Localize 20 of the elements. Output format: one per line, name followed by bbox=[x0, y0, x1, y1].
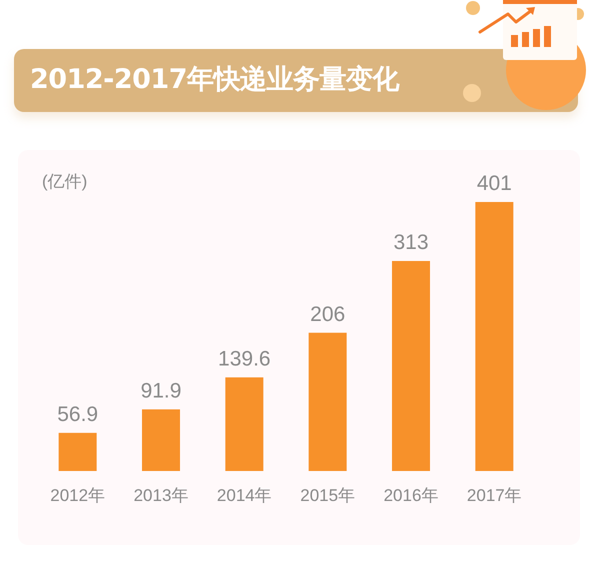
data-label: 56.9 bbox=[57, 402, 98, 426]
bar bbox=[142, 409, 180, 471]
data-label: 313 bbox=[393, 231, 429, 254]
x-tick-label: 2012年 bbox=[50, 486, 106, 505]
bar bbox=[225, 377, 264, 471]
x-tick-label: 2017年 bbox=[466, 486, 522, 505]
data-label: 139.6 bbox=[218, 347, 271, 370]
data-label: 91.9 bbox=[140, 379, 182, 402]
x-tick-label: 2015年 bbox=[300, 486, 356, 505]
x-tick-label: 2013年 bbox=[134, 486, 188, 505]
bar bbox=[475, 202, 514, 471]
chart-title: 2012-2017年快递业务量变化 bbox=[30, 63, 399, 97]
data-label: 401 bbox=[476, 172, 512, 195]
x-tick-label: 2014年 bbox=[216, 486, 272, 505]
bar bbox=[308, 332, 347, 471]
bar bbox=[58, 432, 97, 471]
x-tick-label: 2016年 bbox=[384, 486, 438, 505]
y-axis-title: (亿件) bbox=[42, 172, 88, 191]
data-label: 206 bbox=[310, 302, 346, 326]
bar bbox=[392, 261, 430, 471]
